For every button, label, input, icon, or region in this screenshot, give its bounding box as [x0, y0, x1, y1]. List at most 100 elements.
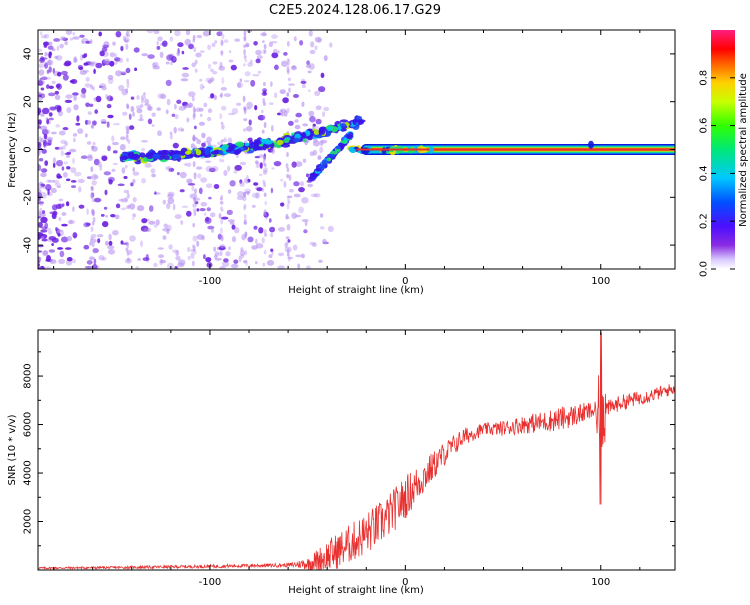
noise-speckle [63, 62, 71, 67]
noise-streak [244, 231, 248, 237]
noise-speckle [200, 201, 208, 207]
noise-streak [90, 125, 94, 129]
noise-speckle [140, 97, 144, 104]
noise-speckle [64, 141, 69, 146]
noise-speckle [43, 141, 47, 148]
noise-streak [193, 172, 197, 180]
noise-speckle [38, 94, 42, 98]
noise-streak [262, 159, 266, 166]
noise-speckle [166, 54, 174, 61]
figure-title: C2E5.2024.128.06.17.G29 [269, 3, 441, 18]
noise-streak [193, 108, 197, 113]
noise-streak [220, 206, 223, 210]
noise-speckle [62, 127, 69, 131]
noise-speckle [262, 262, 266, 267]
x-tick-label: -100 [199, 577, 222, 588]
noise-speckle [251, 245, 258, 250]
noise-speckle [136, 95, 140, 100]
noise-speckle [132, 171, 140, 176]
noise-streak [125, 43, 129, 50]
noise-speckle [216, 141, 223, 146]
band-blob [301, 132, 307, 139]
noise-speckle [319, 226, 325, 230]
noise-speckle [317, 155, 322, 160]
noise-speckle [238, 255, 242, 263]
noise-speckle [211, 42, 216, 48]
spectrogram-panel: -100 0 100 -40 -20 0 20 40 Height of straight l… [7, 29, 676, 296]
noise-speckle [85, 40, 91, 44]
noise-speckle [305, 64, 311, 69]
noise-speckle [263, 167, 268, 173]
noise-speckle [255, 58, 261, 64]
noise-speckle [107, 176, 115, 183]
noise-streak [263, 211, 267, 216]
noise-speckle [294, 161, 303, 168]
noise-speckle [124, 40, 129, 43]
tone-blob [349, 148, 356, 154]
noise-speckle [112, 150, 118, 154]
noise-speckle [141, 178, 147, 184]
noise-speckle [44, 52, 48, 57]
noise-speckle [253, 182, 259, 186]
noise-speckle [212, 61, 218, 65]
noise-speckle [309, 49, 316, 55]
noise-streak [242, 95, 246, 103]
noise-speckle [288, 83, 295, 86]
noise-speckle [85, 133, 88, 138]
noise-speckle [317, 156, 322, 160]
noise-streak [286, 167, 290, 173]
noise-speckle [298, 206, 304, 214]
noise-speckle [231, 224, 236, 230]
noise-speckle [153, 262, 158, 268]
noise-speckle [59, 43, 64, 49]
x-tick-label: -100 [199, 276, 222, 287]
noise-streak [220, 39, 224, 47]
noise-speckle [117, 183, 125, 187]
noise-speckle [251, 204, 256, 208]
noise-speckle [51, 131, 57, 135]
noise-speckle [167, 165, 172, 172]
noise-speckle [252, 73, 260, 77]
noise-speckle [230, 64, 237, 71]
noise-speckle [169, 36, 174, 42]
noise-speckle [125, 88, 128, 94]
noise-speckle [62, 145, 67, 150]
noise-streak [243, 218, 247, 224]
noise-speckle [186, 117, 190, 123]
noise-streak [192, 245, 196, 252]
noise-speckle [313, 193, 321, 198]
noise-speckle [196, 208, 200, 212]
noise-speckle [220, 87, 227, 91]
noise-speckle [84, 83, 92, 88]
noise-speckle [196, 234, 205, 240]
noise-speckle [202, 85, 205, 89]
noise-streak [126, 251, 130, 257]
noise-speckle [219, 244, 226, 249]
noise-speckle [121, 167, 126, 174]
noise-streak [263, 49, 267, 54]
noise-speckle [295, 254, 302, 258]
noise-streak [194, 59, 198, 65]
noise-speckle [320, 213, 324, 218]
noise-speckle [246, 101, 253, 109]
noise-speckle [294, 124, 301, 130]
noise-speckle [165, 79, 172, 87]
band-blob [340, 128, 347, 132]
noise-speckle [62, 74, 69, 81]
noise-speckle [124, 196, 128, 203]
noise-speckle [231, 107, 239, 115]
noise-speckle [72, 259, 76, 264]
noise-speckle [173, 126, 177, 134]
y-tick-label: 4000 [23, 460, 34, 485]
y-tick-label: -20 [23, 189, 34, 205]
noise-speckle [181, 72, 190, 78]
noise-speckle [196, 166, 203, 170]
noise-streak [89, 39, 93, 45]
noise-speckle [206, 207, 211, 212]
noise-streak [220, 227, 223, 235]
noise-speckle [40, 34, 48, 39]
band-blob [133, 153, 139, 158]
noise-speckle [61, 166, 65, 171]
noise-speckle [107, 114, 114, 119]
noise-speckle [319, 146, 324, 154]
